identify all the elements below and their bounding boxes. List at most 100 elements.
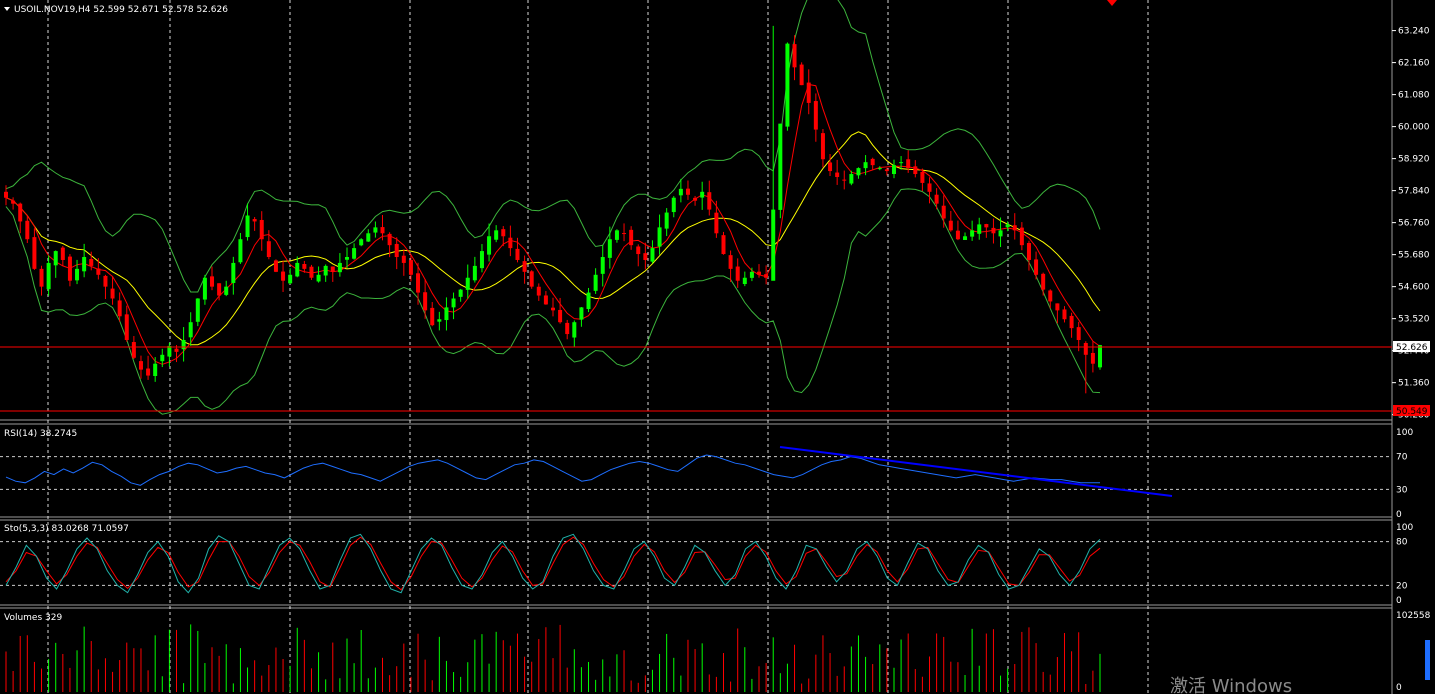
candle-body <box>1098 345 1102 368</box>
rsi-trendline[interactable] <box>779 446 1173 497</box>
candle-body <box>884 169 889 172</box>
candle-body <box>863 162 868 169</box>
rsi-tick-label: 0 <box>1396 510 1402 520</box>
candle-body <box>394 243 399 258</box>
candle-body <box>678 188 683 196</box>
candle-body <box>430 307 435 326</box>
candle-body <box>288 274 293 284</box>
candle-body <box>67 256 72 281</box>
candle-body <box>408 260 413 275</box>
rsi-line <box>5 454 1100 486</box>
candle-body <box>941 205 946 219</box>
sto-signal-line <box>5 536 1101 591</box>
candle-body <box>82 257 87 272</box>
candle-body <box>316 274 321 282</box>
candle-body <box>849 174 854 184</box>
candle-body <box>799 64 804 86</box>
candle-body <box>607 239 612 258</box>
candle-body <box>60 247 65 260</box>
volume-label: Volumes 329 <box>4 613 62 623</box>
candle-body <box>89 258 94 266</box>
sto-tick-label: 100 <box>1396 523 1413 533</box>
candle-body <box>4 191 8 198</box>
alert-marker-icon[interactable] <box>1107 0 1117 6</box>
candle-body <box>266 241 271 258</box>
candle-body <box>998 230 1003 237</box>
candle-body <box>636 246 641 255</box>
candlesticks <box>4 25 1102 394</box>
candle-body <box>764 274 769 278</box>
candle-body <box>792 44 797 68</box>
scroll-handle[interactable] <box>1425 640 1430 680</box>
candle-body <box>984 224 989 228</box>
candle-body <box>302 264 307 269</box>
candle-body <box>344 257 349 260</box>
low-price-tag: 50.549 <box>1393 405 1430 417</box>
volume-bars <box>5 624 1101 692</box>
candle-body <box>238 239 243 263</box>
candle-body <box>224 286 229 295</box>
candle-body <box>281 271 286 281</box>
symbol-header: USOIL.NOV19,H4 52.599 52.671 52.578 52.6… <box>14 5 228 15</box>
candle-body <box>551 307 555 311</box>
candle-body <box>188 322 193 338</box>
candle-body <box>714 212 719 234</box>
candle-body <box>1019 227 1024 246</box>
candle-body <box>1034 259 1039 275</box>
price-axis: 63.240 62.160 61.080 60.000 58.920 57.840 56.7… <box>1392 27 1430 421</box>
rsi-axis: 100 70 30 0 <box>1396 428 1413 520</box>
candle-body <box>131 342 136 358</box>
candle-body <box>1055 303 1060 311</box>
ma-fast <box>5 83 1101 365</box>
candle-body <box>373 227 378 233</box>
candle-body <box>522 261 527 272</box>
rsi-levels <box>0 456 1392 490</box>
candle-body <box>977 224 982 234</box>
candle-body <box>25 220 30 240</box>
candle-body <box>785 43 790 127</box>
svg-text:50.549: 50.549 <box>1396 407 1428 417</box>
candle-body <box>700 191 705 198</box>
sto-main-line <box>5 533 1101 594</box>
candle-body <box>813 101 818 130</box>
bb-lower <box>5 188 1101 415</box>
candle-body <box>1083 342 1088 355</box>
candle-body <box>252 219 257 222</box>
candle-body <box>536 286 541 296</box>
price-tick-label: 51.360 <box>1398 379 1430 389</box>
volume-axis: 102558 0 <box>1396 611 1431 693</box>
candle-body <box>515 248 520 260</box>
candle-body <box>629 229 634 246</box>
moving-averages <box>5 83 1101 365</box>
candle-body <box>579 307 584 320</box>
candle-body <box>1012 225 1017 231</box>
candle-body <box>337 262 342 273</box>
current-price-tag: 52.626 <box>1393 341 1430 353</box>
sto-levels <box>0 541 1392 586</box>
candle-body <box>565 322 570 335</box>
candle-body <box>1062 309 1067 320</box>
candle-body <box>735 266 740 281</box>
candle-body <box>1090 352 1095 364</box>
candle-body <box>856 168 861 176</box>
price-tick-label: 57.840 <box>1398 187 1430 197</box>
candle-body <box>46 262 51 290</box>
candle-body <box>494 230 499 240</box>
candle-body <box>451 298 456 308</box>
candle-body <box>32 237 37 269</box>
candle-body <box>870 158 875 166</box>
rsi-tick-label: 30 <box>1396 485 1408 495</box>
candle-body <box>721 235 726 255</box>
price-tick-label: 56.760 <box>1398 219 1430 229</box>
candle-body <box>380 227 385 234</box>
candle-body <box>1041 273 1046 290</box>
price-tick-label: 61.080 <box>1398 91 1430 101</box>
candle-body <box>39 268 44 287</box>
candle-body <box>103 275 108 287</box>
rsi-tick-label: 100 <box>1396 428 1413 438</box>
sto-tick-label: 80 <box>1396 538 1408 548</box>
chevron-down-icon[interactable] <box>4 7 10 11</box>
candle-body <box>508 237 513 249</box>
candle-body <box>110 288 115 299</box>
